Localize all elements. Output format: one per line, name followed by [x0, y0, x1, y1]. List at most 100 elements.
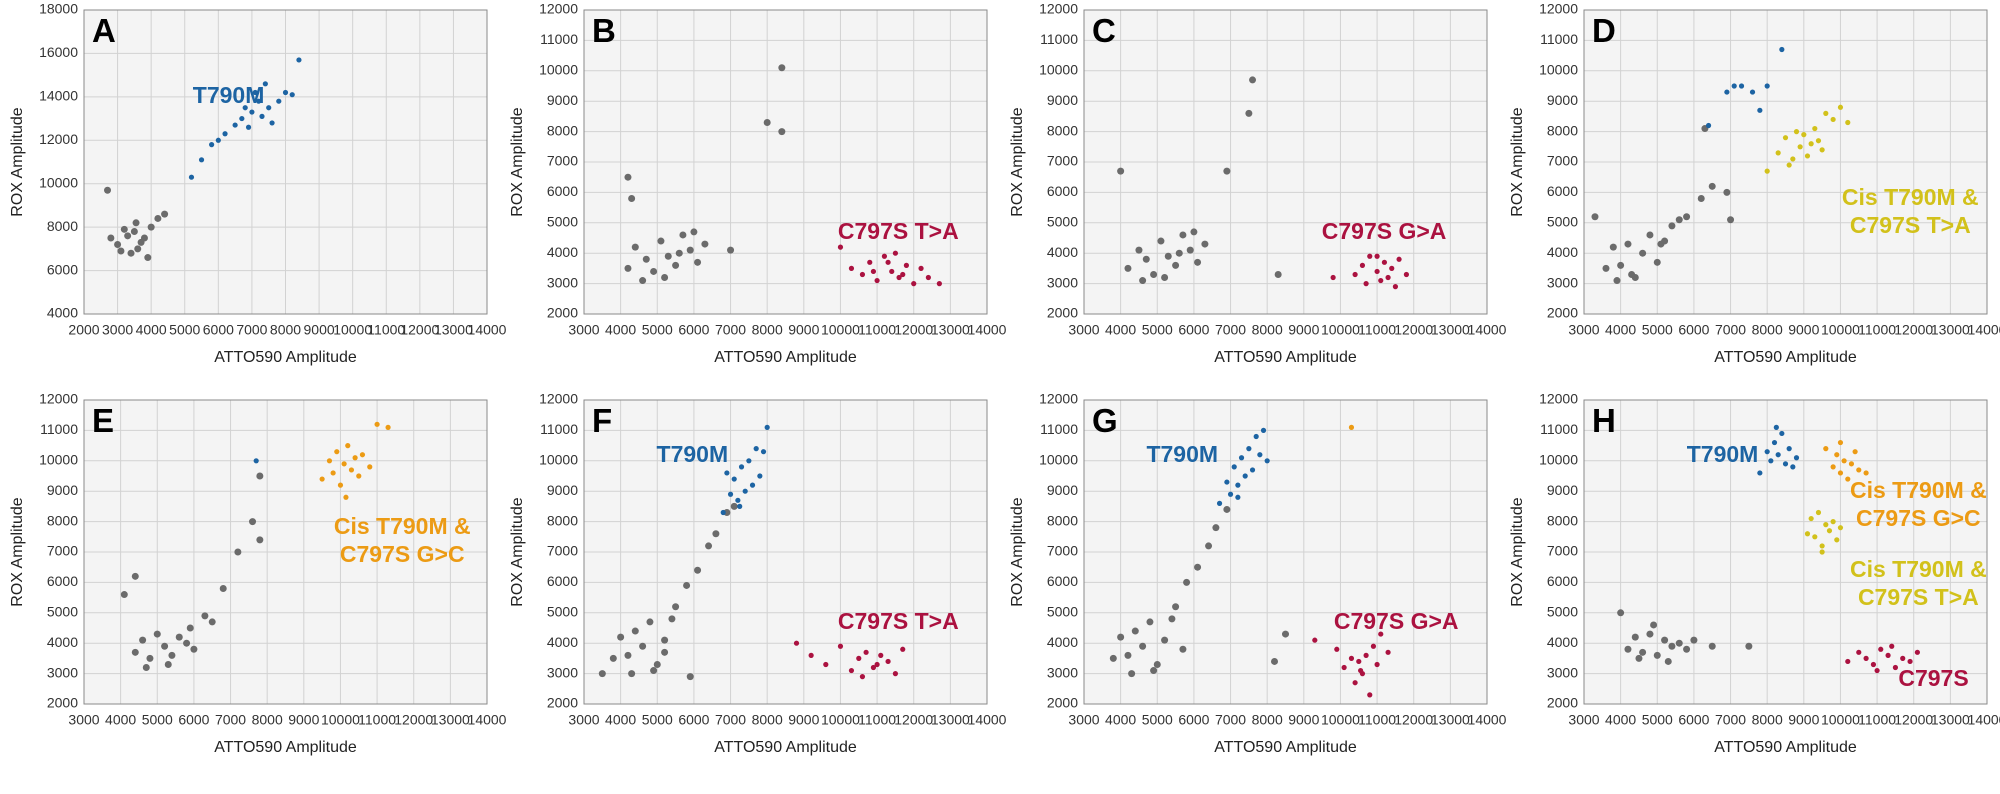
panel-label: E: [92, 402, 114, 439]
point: [330, 470, 336, 476]
x-tick-label: 13000: [431, 712, 470, 728]
point: [867, 259, 873, 265]
x-tick-label: 5000: [1642, 712, 1673, 728]
point: [1613, 277, 1621, 285]
x-tick-label: 6000: [1678, 322, 1709, 338]
y-tick-label: 7000: [1047, 543, 1078, 559]
x-axis-label: ATTO590 Amplitude: [714, 739, 857, 756]
point: [1848, 461, 1855, 467]
y-tick-label: 6000: [47, 573, 78, 589]
x-tick-label: 8000: [1252, 322, 1283, 338]
y-tick-label: 10000: [539, 452, 578, 468]
point: [345, 443, 351, 449]
point: [114, 241, 122, 249]
y-tick-label: 10000: [39, 174, 78, 190]
point: [1779, 430, 1785, 437]
x-tick-label: 9000: [288, 712, 319, 728]
point: [1779, 46, 1785, 53]
y-tick-label: 5000: [547, 214, 578, 230]
point: [239, 115, 245, 122]
point: [859, 271, 866, 278]
point: [859, 674, 866, 680]
point: [186, 624, 194, 632]
x-tick-label: 3000: [1068, 712, 1099, 728]
point: [1837, 439, 1844, 446]
point: [131, 572, 139, 580]
x-tick-label: 14000: [968, 322, 1007, 338]
x-tick-label: 7000: [1215, 322, 1246, 338]
point: [911, 281, 917, 287]
point: [837, 244, 844, 250]
y-tick-label: 8000: [47, 218, 78, 234]
y-tick-label: 11000: [1040, 421, 1078, 437]
y-tick-label: 11000: [1040, 31, 1078, 47]
x-tick-label: 5000: [1642, 322, 1673, 338]
point: [1363, 652, 1369, 658]
point: [367, 464, 373, 470]
point: [1845, 476, 1851, 482]
point: [1815, 509, 1822, 516]
x-tick-label: 12000: [1894, 712, 1933, 728]
point: [1161, 274, 1169, 282]
x-axis-label: ATTO590 Amplitude: [214, 349, 357, 366]
point: [1231, 464, 1237, 470]
point: [837, 643, 844, 649]
point: [701, 240, 709, 248]
plot-border: [83, 9, 488, 315]
x-tick-label: 6000: [1678, 712, 1709, 728]
y-tick-label: 10000: [1539, 452, 1578, 468]
point: [1819, 543, 1825, 549]
x-tick-label: 5000: [169, 322, 200, 338]
point: [1841, 458, 1847, 464]
y-tick-label: 4000: [1547, 244, 1578, 260]
point: [1690, 636, 1698, 644]
point: [1653, 651, 1661, 659]
point: [1907, 658, 1913, 665]
y-tick-label: 3000: [1047, 274, 1078, 290]
x-tick-label: 13000: [1431, 712, 1470, 728]
x-tick-label: 13000: [931, 322, 970, 338]
y-tick-label: 6000: [1547, 183, 1578, 199]
point: [1683, 645, 1691, 653]
point: [1815, 138, 1822, 144]
point: [1249, 467, 1256, 473]
point: [1624, 645, 1632, 653]
point: [936, 281, 942, 287]
y-axis-label: ROX Amplitude: [9, 107, 26, 216]
point: [757, 473, 763, 479]
x-tick-label: 3000: [568, 322, 599, 338]
point: [1793, 455, 1800, 461]
point: [1168, 615, 1176, 623]
point: [1264, 458, 1270, 464]
x-tick-label: 13000: [1931, 712, 1970, 728]
point: [624, 264, 632, 272]
panel: 3000 4000 5000 6000 7000 8000 9000 100001100012…: [1509, 1, 2000, 366]
y-tick-label: 2000: [547, 695, 578, 711]
point: [1359, 262, 1366, 268]
x-tick-label: 8000: [1252, 712, 1283, 728]
point: [1128, 670, 1136, 678]
point: [778, 128, 786, 136]
point: [282, 89, 289, 96]
point: [1153, 660, 1161, 668]
point: [1150, 270, 1158, 278]
y-tick-label: 5000: [1547, 214, 1578, 230]
y-tick-label: 10000: [539, 62, 578, 78]
y-tick-label: 10000: [1039, 62, 1078, 78]
point: [1175, 249, 1183, 257]
point: [639, 642, 647, 650]
x-tick-label: 8000: [752, 712, 783, 728]
panel: 3000 4000 5000 6000 7000 8000 9000 100001100012…: [1509, 391, 2000, 756]
y-tick-label: 6000: [1047, 183, 1078, 199]
x-tick-label: 5000: [1142, 712, 1173, 728]
point: [1837, 470, 1844, 476]
y-tick-label: 6000: [547, 573, 578, 589]
panel: 3000 4000 5000 6000 7000 8000 9000 100001100012…: [1009, 1, 1507, 366]
cluster-label: Cis T790M & C797S G>C: [333, 513, 471, 568]
x-tick-label: 13000: [434, 322, 473, 338]
cluster-label: T790M: [1146, 440, 1219, 467]
y-tick-label: 3000: [47, 664, 78, 680]
point: [885, 259, 891, 265]
point: [161, 642, 169, 650]
point: [617, 633, 625, 641]
